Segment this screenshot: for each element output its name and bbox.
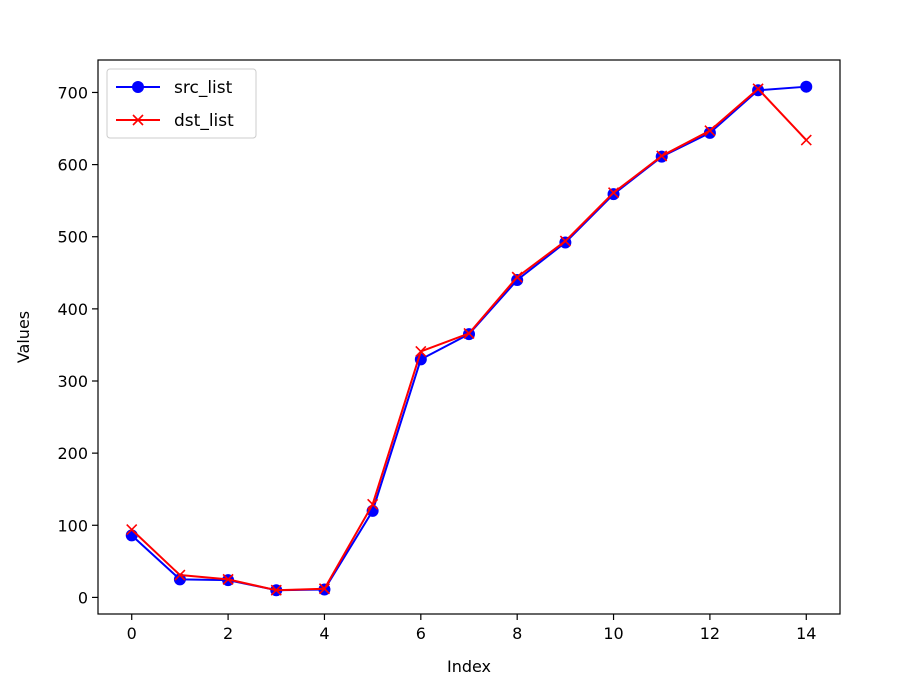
data-point: [656, 150, 668, 162]
y-tick-label: 200: [57, 444, 88, 463]
x-tick-label: 14: [796, 624, 816, 643]
data-point: [173, 573, 186, 586]
series-dst_list: [126, 83, 812, 596]
data-point: [126, 524, 138, 536]
x-tick-label: 12: [700, 624, 720, 643]
data-point: [511, 271, 523, 283]
legend-label: dst_list: [174, 111, 234, 131]
data-point: [752, 83, 764, 95]
legend-marker: [132, 81, 144, 93]
y-tick-label: 500: [57, 228, 88, 247]
plot-area-frame: [97, 59, 841, 615]
x-axis-label: Index: [447, 657, 491, 676]
data-point: [125, 529, 138, 542]
x-axis: 0 2 4 6 8 10 12 14: [127, 614, 816, 643]
data-point: [800, 80, 813, 93]
data-point: [463, 327, 475, 339]
y-tick-label: 0: [78, 588, 88, 607]
x-tick-label: 10: [603, 624, 623, 643]
data-point: [367, 498, 379, 510]
data-point: [511, 274, 524, 287]
data-point: [174, 569, 186, 581]
x-tick-label: 4: [319, 624, 329, 643]
y-tick-label: 700: [57, 83, 88, 102]
data-point: [559, 235, 571, 247]
data-point: [704, 125, 716, 137]
y-tick-label: 300: [57, 372, 88, 391]
legend-entries: src_list dst_list: [116, 78, 234, 131]
x-tick-label: 6: [416, 624, 426, 643]
data-point: [559, 236, 572, 249]
data-point: [222, 573, 234, 585]
y-axis-label: Values: [14, 311, 33, 363]
y-axis: 0 100 200 300 400 500 600 700: [57, 83, 98, 607]
data-point: [415, 345, 427, 357]
data-point: [703, 126, 716, 139]
series-layer: [125, 80, 813, 597]
data-point: [270, 584, 282, 596]
x-tick-label: 0: [127, 624, 137, 643]
legend-entry: dst_list: [116, 111, 234, 131]
legend-entry: src_list: [116, 78, 233, 98]
x-tick-label: 2: [223, 624, 233, 643]
legend: src_list dst_list: [106, 68, 257, 139]
y-tick-label: 100: [57, 516, 88, 535]
legend-label: src_list: [174, 78, 233, 98]
data-point: [318, 583, 331, 595]
y-tick-label: 400: [57, 300, 88, 319]
y-tick-label: 600: [57, 156, 88, 175]
data-point: [800, 134, 812, 146]
data-point: [607, 187, 620, 199]
x-tick-label: 8: [512, 624, 522, 643]
legend-marker: [132, 114, 144, 126]
